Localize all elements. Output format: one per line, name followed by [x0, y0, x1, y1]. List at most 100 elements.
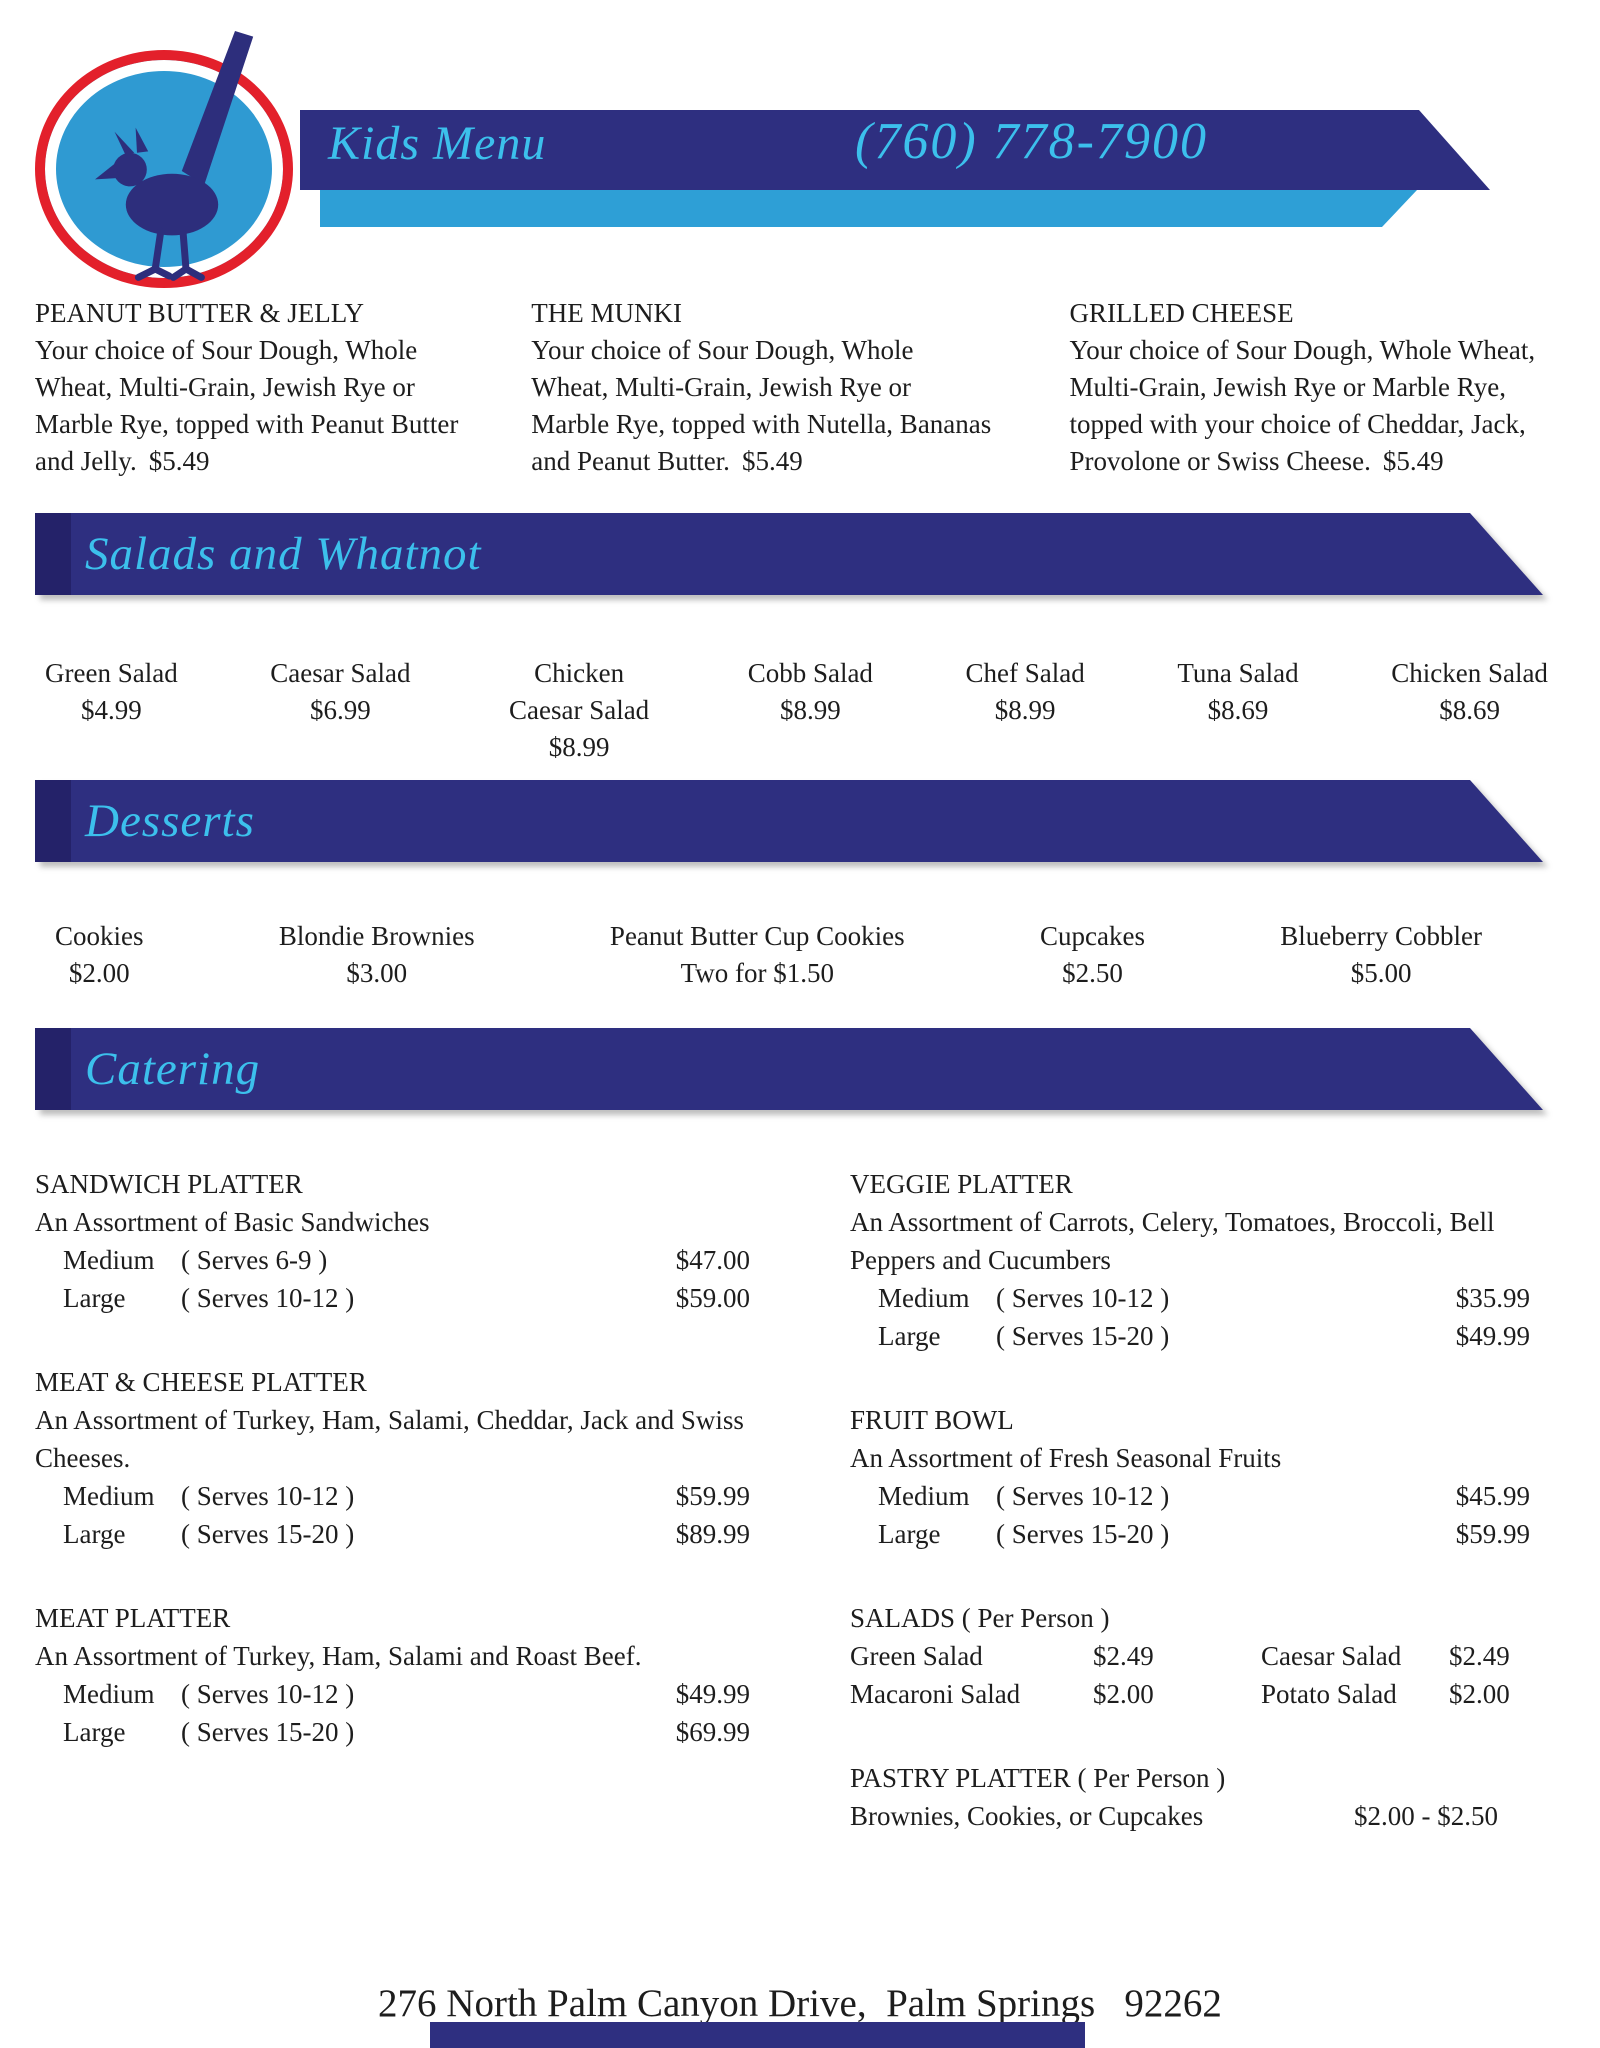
platter-meat-cheese: MEAT & CHEESE PLATTER An Assortment of T…: [35, 1363, 750, 1553]
platter-meat: MEAT PLATTER An Assortment of Turkey, Ha…: [35, 1599, 750, 1751]
size-label: Medium: [878, 1283, 970, 1313]
serves-label: ( Serves 10-12 ): [181, 1283, 355, 1313]
serves-label: ( Serves 15-20 ): [181, 1519, 355, 1549]
platter-name: SANDWICH PLATTER: [35, 1169, 303, 1199]
page-title: Kids Menu: [328, 117, 547, 170]
size-label: Large: [878, 1321, 941, 1351]
salad-item: Chef Salad $8.99: [966, 655, 1085, 729]
size-row: Medium ( Serves 10-12 ) $45.99: [850, 1477, 1530, 1515]
desserts-banner-ribbon: Desserts: [35, 780, 1543, 862]
size-label: Large: [63, 1717, 126, 1747]
platter-desc: An Assortment of Carrots, Celery, Tomato…: [850, 1207, 1495, 1275]
salad-price: $6.99: [310, 695, 371, 725]
platter-desc: An Assortment of Turkey, Ham, Salami, Ch…: [35, 1405, 744, 1473]
dessert-price: Two for $1.50: [680, 958, 834, 988]
salad-price: $4.99: [80, 695, 142, 725]
dessert-item: Blondie Brownies $3.00: [279, 918, 475, 992]
dessert-price: $5.00: [1350, 958, 1412, 988]
price: $59.99: [1455, 1519, 1530, 1549]
serves-label: ( Serves 10-12 ): [996, 1283, 1170, 1313]
size-label: Large: [63, 1519, 126, 1549]
salad-price: $2.00: [1449, 1679, 1510, 1709]
dessert-price: $2.00: [68, 958, 130, 988]
platter-veggie: VEGGIE PLATTER An Assortment of Carrots,…: [850, 1165, 1530, 1355]
dessert-item: Peanut Butter Cup Cookies Two for $1.50: [610, 918, 905, 992]
salad-price: $2.49: [1449, 1641, 1510, 1671]
size-row: Medium ( Serves 10-12 ) $59.99: [35, 1477, 750, 1515]
kids-items-row: PEANUT BUTTER & JELLY Your choice of Sou…: [35, 295, 1565, 480]
salad-name: Chef Salad: [965, 658, 1085, 688]
size-row: Medium ( Serves 10-12 ) $49.99: [35, 1675, 750, 1713]
salad-item: Cobb Salad $8.99: [748, 655, 873, 729]
catering-banner-ribbon: Catering: [35, 1028, 1543, 1110]
salad-price: $2.49: [1093, 1641, 1154, 1671]
dessert-price: $2.50: [1062, 958, 1123, 988]
roadrunner-icon: [95, 31, 254, 281]
size-row: Large ( Serves 15-20 ) $59.99: [850, 1515, 1530, 1553]
pastry-items: Brownies, Cookies, or Cupcakes: [850, 1801, 1204, 1831]
size-row: Large ( Serves 10-12 ) $59.00: [35, 1279, 750, 1317]
phone-number: (760) 778-7900: [855, 113, 1208, 170]
salad-name: Caesar Salad: [1261, 1641, 1402, 1671]
platter-name: VEGGIE PLATTER: [850, 1169, 1073, 1199]
per-person-row: Macaroni Salad $2.00 Potato Salad $2.00: [850, 1675, 1530, 1713]
salads-row: Green Salad $4.99 Caesar Salad $6.99 Chi…: [45, 655, 1548, 766]
logo-oval: [35, 50, 293, 288]
price: $45.99: [1455, 1481, 1530, 1511]
serves-label: ( Serves 10-12 ): [181, 1481, 355, 1511]
salad-name: Chicken Caesar Salad: [508, 658, 650, 725]
menu-item-desc-text: Your choice of Sour Dough, Whole Wheat, …: [35, 335, 459, 476]
salad-item: Chicken Caesar Salad $8.99: [503, 655, 655, 766]
size-row: Large ( Serves 15-20 ) $89.99: [35, 1515, 750, 1553]
footer-address: 276 North Palm Canyon Drive, Palm Spring…: [378, 1982, 1222, 2025]
menu-item-name: THE MUNKI: [531, 298, 682, 328]
desserts-section-title: Desserts: [85, 795, 255, 847]
catering-left-column: SANDWICH PLATTER An Assortment of Basic …: [35, 1165, 750, 1881]
platter-fruit-bowl: FRUIT BOWL An Assortment of Fresh Season…: [850, 1401, 1530, 1553]
platter-name: SALADS ( Per Person ): [850, 1603, 1110, 1633]
per-person-row: Green Salad $2.49 Caesar Salad $2.49: [850, 1637, 1530, 1675]
dessert-name: Cookies: [55, 921, 144, 951]
salad-price: $2.00: [1093, 1679, 1154, 1709]
salad-price: $8.99: [548, 732, 610, 762]
restaurant-logo: [35, 31, 293, 288]
menu-item-name: GRILLED CHEESE: [1069, 298, 1294, 328]
price: $59.99: [675, 1481, 750, 1511]
serves-label: ( Serves 10-12 ): [996, 1481, 1170, 1511]
catering-grid: SANDWICH PLATTER An Assortment of Basic …: [35, 1165, 1560, 1881]
menu-item-desc: Your choice of Sour Dough, Whole Wheat, …: [35, 332, 496, 480]
platter-desc: An Assortment of Fresh Seasonal Fruits: [850, 1443, 1282, 1473]
section-banner-salads: Salads and Whatnot: [35, 513, 1543, 595]
size-label: Large: [878, 1519, 941, 1549]
platter-name: MEAT & CHEESE PLATTER: [35, 1367, 367, 1397]
dessert-name: Blueberry Cobbler: [1280, 921, 1482, 951]
salad-price: $8.69: [1439, 695, 1500, 725]
price: $35.99: [1455, 1283, 1530, 1313]
price: $59.00: [675, 1283, 750, 1313]
size-label: Medium: [63, 1245, 155, 1275]
menu-item-desc-text: Your choice of Sour Dough, Whole Wheat, …: [1069, 335, 1536, 476]
serves-label: ( Serves 15-20 ): [996, 1519, 1170, 1549]
menu-item-pbj: PEANUT BUTTER & JELLY Your choice of Sou…: [35, 295, 496, 480]
menu-item-name: PEANUT BUTTER & JELLY: [35, 298, 365, 328]
menu-item-price: $5.49: [148, 446, 210, 476]
platter-salads-per-person: SALADS ( Per Person ) Green Salad $2.49 …: [850, 1599, 1530, 1713]
catering-section-title: Catering: [85, 1043, 261, 1095]
kids-menu-ribbon: Kids Menu (760) 778-7900: [300, 110, 1490, 190]
serves-label: ( Serves 15-20 ): [996, 1321, 1170, 1351]
size-label: Medium: [878, 1481, 970, 1511]
salad-price: $8.99: [994, 695, 1056, 725]
salad-item: Chicken Salad $8.69: [1391, 655, 1548, 729]
salad-item: Tuna Salad $8.69: [1177, 655, 1298, 729]
pastry-row: Brownies, Cookies, or Cupcakes $2.00 - $…: [850, 1797, 1530, 1835]
serves-label: ( Serves 10-12 ): [181, 1679, 355, 1709]
salad-price: $8.99: [779, 695, 841, 725]
salad-name: Cobb Salad: [747, 658, 873, 688]
dessert-name: Blondie Brownies: [278, 921, 475, 951]
size-label: Large: [63, 1283, 126, 1313]
salad-name: Caesar Salad: [270, 658, 411, 688]
size-row: Medium ( Serves 6-9 ) $47.00: [35, 1241, 750, 1279]
menu-item-desc: Your choice of Sour Dough, Whole Wheat, …: [531, 332, 992, 480]
platter-name: MEAT PLATTER: [35, 1603, 231, 1633]
